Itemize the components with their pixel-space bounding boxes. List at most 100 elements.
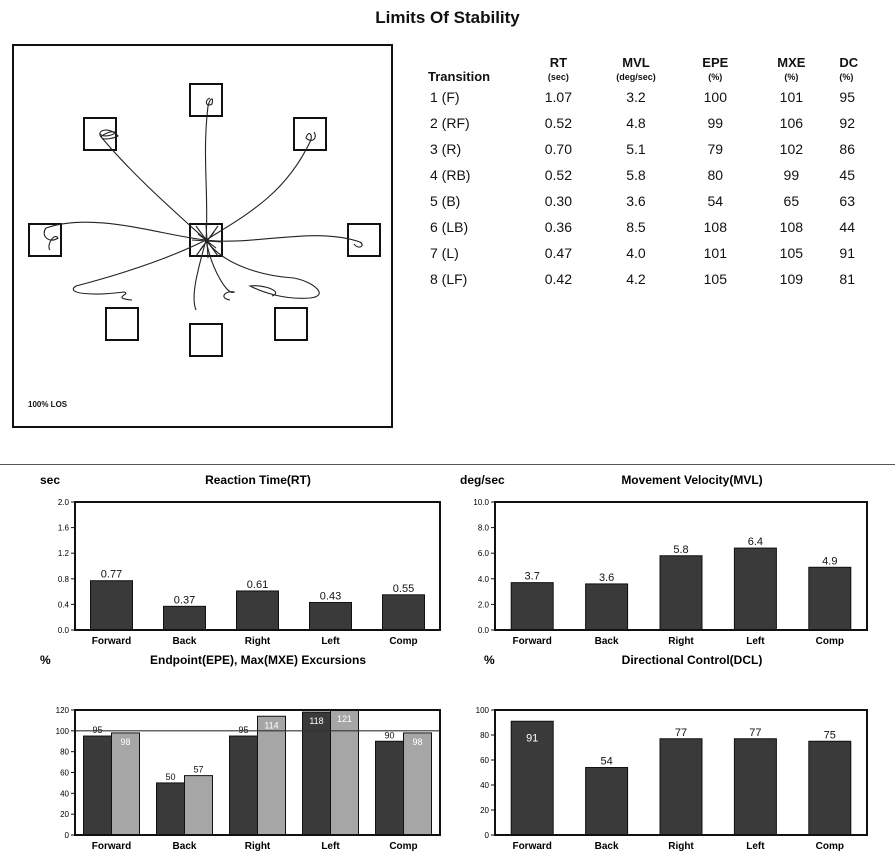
- plot-frame: [494, 709, 868, 836]
- bar-value-label: 0.77: [101, 569, 122, 581]
- table-cell: 45: [839, 167, 855, 183]
- plot-frame: [74, 501, 441, 631]
- x-tick-label: Comp: [389, 841, 417, 852]
- y-tick-label: 60: [480, 756, 489, 765]
- bar-value-label: 98: [412, 737, 422, 747]
- x-tick-label: Left: [746, 636, 765, 647]
- x-tick-label: Comp: [816, 636, 844, 647]
- y-tick-label: 60: [60, 769, 69, 778]
- y-tick-label: 100: [476, 706, 490, 715]
- bar: [585, 767, 629, 836]
- x-tick-label: Forward: [512, 841, 551, 852]
- table-cell: 106: [779, 115, 804, 131]
- bar: [659, 555, 703, 631]
- table-cell: 4.2: [626, 271, 646, 287]
- y-tick-label: 1.6: [58, 524, 70, 533]
- bar-value-label: 54: [600, 756, 612, 768]
- table-cell: 0.52: [544, 115, 572, 131]
- col-header: MVL (deg/sec): [616, 55, 656, 83]
- bar-value-label: 77: [749, 727, 761, 739]
- los-trace-panel: [12, 44, 393, 428]
- y-tick-label: 0.8: [58, 575, 70, 584]
- bar: [403, 732, 432, 836]
- bar-value-label: 114: [264, 720, 278, 730]
- y-tick-label: 120: [56, 706, 70, 715]
- table-cell: 105: [703, 271, 727, 287]
- table-cell: 108: [779, 219, 804, 235]
- table-row: 1 (F) 1.07 3.2 100 101 95: [418, 84, 895, 110]
- chart-title: Movement Velocity(MVL): [621, 473, 762, 487]
- y-tick-label: 40: [60, 789, 69, 798]
- bar: [83, 735, 112, 836]
- table-cell: 4.8: [626, 115, 646, 131]
- col-header: MXE (%): [777, 55, 806, 83]
- x-tick-label: Right: [245, 841, 271, 852]
- table-cell: 79: [707, 141, 724, 157]
- table-cell: 99: [707, 115, 724, 131]
- bar: [257, 715, 286, 836]
- bar-value-label: 118: [309, 716, 323, 726]
- table-cell: 5 (B): [430, 193, 461, 209]
- table-cell: 0.52: [544, 167, 572, 183]
- bar: [733, 738, 777, 836]
- y-tick-label: 20: [480, 806, 489, 815]
- bar-value-label: 3.6: [599, 572, 614, 584]
- target-forward: [189, 83, 223, 117]
- table-row: 5 (B) 0.30 3.6 54 65 63: [418, 188, 895, 214]
- bar-value-label: 95: [238, 725, 248, 735]
- x-tick-label: Forward: [92, 636, 131, 647]
- bar-value-label: 0.55: [393, 583, 414, 595]
- bar-value-label: 4.9: [822, 555, 837, 567]
- table-cell: 2 (RF): [430, 115, 470, 131]
- table-cell: 91: [839, 245, 855, 261]
- bar: [163, 605, 206, 631]
- bar-value-label: 0.61: [247, 579, 268, 591]
- unit-label: %: [484, 653, 495, 667]
- target-back: [189, 323, 223, 357]
- section-divider: [0, 464, 895, 465]
- target-right-back: [274, 307, 308, 341]
- target-right-forward: [293, 117, 327, 151]
- bar: [236, 590, 279, 631]
- bar: [90, 580, 133, 631]
- y-tick-label: 10.0: [473, 498, 489, 507]
- y-tick-label: 80: [480, 731, 489, 740]
- table-row: 4 (RB) 0.52 5.8 80 99 45: [418, 162, 895, 188]
- table-row: 2 (RF) 0.52 4.8 99 106 92: [418, 110, 895, 136]
- table-cell: 99: [783, 167, 800, 183]
- table-cell: 0.70: [544, 141, 572, 157]
- table-cell: 101: [703, 245, 727, 261]
- los-percent-label: 100% LOS: [28, 400, 68, 409]
- table-header-row: Transition RT (sec) MVL (deg/sec) EPE (%) M…: [418, 50, 895, 84]
- x-tick-label: Right: [668, 841, 694, 852]
- table-cell: 86: [839, 141, 855, 157]
- bar: [302, 711, 331, 836]
- table-cell: 81: [839, 271, 855, 287]
- table-cell: 5.1: [626, 141, 646, 157]
- y-tick-label: 40: [480, 781, 489, 790]
- table-cell: 8 (LF): [430, 271, 468, 287]
- table-row: 3 (R) 0.70 5.1 79 102 86: [418, 136, 895, 162]
- y-tick-label: 1.2: [58, 549, 70, 558]
- y-tick-label: 80: [60, 748, 69, 757]
- x-tick-label: Comp: [389, 636, 417, 647]
- table-cell: 108: [703, 219, 727, 235]
- bar: [510, 720, 554, 836]
- x-tick-label: Right: [245, 636, 271, 647]
- target-right: [347, 223, 381, 257]
- y-tick-label: 0: [65, 831, 70, 840]
- chart-title: Directional Control(DCL): [622, 653, 763, 667]
- table-cell: 63: [839, 193, 855, 209]
- unit-label: sec: [40, 473, 60, 487]
- table-cell: 92: [839, 115, 855, 131]
- bar-value-label: 98: [120, 737, 130, 747]
- table-cell: 65: [783, 193, 800, 209]
- col-header: DC (%): [839, 55, 859, 83]
- x-tick-label: Comp: [816, 841, 844, 852]
- table-cell: 3.6: [626, 193, 646, 209]
- bar-value-label: 5.8: [673, 544, 688, 556]
- bar: [375, 740, 404, 836]
- bar-value-label: 121: [337, 714, 352, 724]
- table-cell: 4 (RB): [430, 167, 471, 183]
- col-header: RT (sec): [547, 55, 569, 83]
